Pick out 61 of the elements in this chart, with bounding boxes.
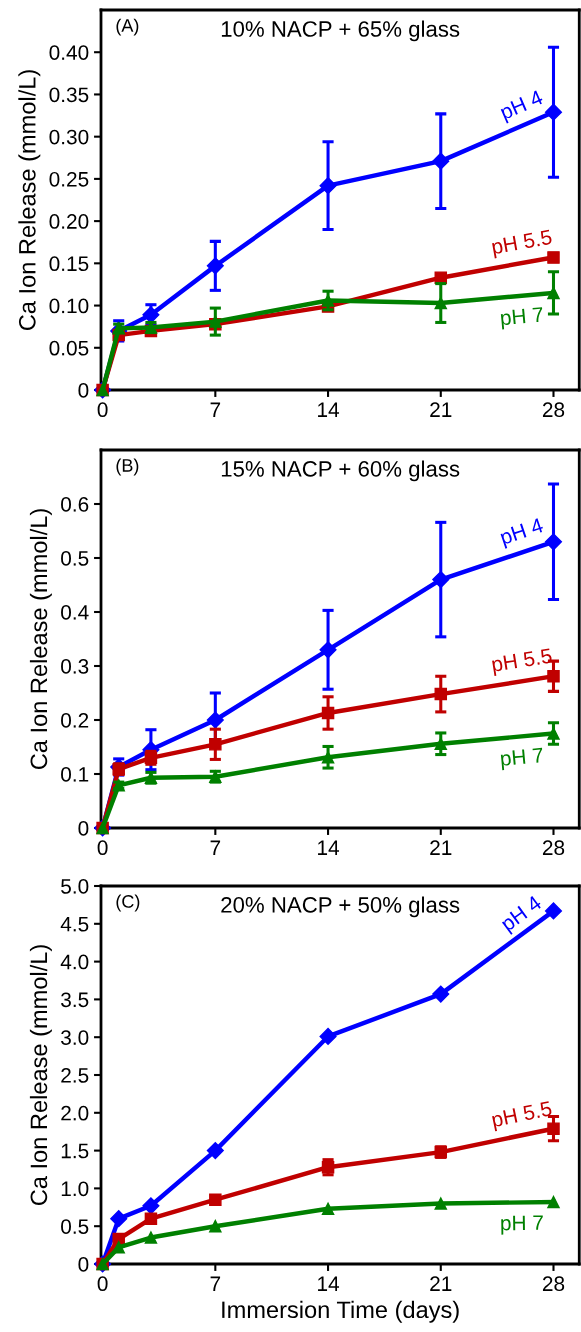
y-axis-title: Ca Ion Release (mmol/L) [29, 945, 52, 1206]
y-tick-label: 0.5 [61, 551, 89, 566]
y-tick-label: 1.5 [61, 1143, 89, 1159]
text: pH 4 [499, 517, 546, 549]
y-tick-label: 0.20 [49, 214, 89, 229]
y-tick-label: 0.1 [61, 767, 89, 782]
x-tick-label: 7 [210, 840, 221, 855]
y-tick-label: 0.2 [61, 713, 89, 728]
x-tick-label: 21 [430, 1276, 452, 1291]
x-tick-label: 0 [97, 840, 108, 856]
x-tick-label: 14 [318, 840, 340, 855]
x-tick-label: 21 [430, 402, 452, 417]
y-tick-label: 0.4 [61, 605, 89, 620]
y-tick-label: 4.5 [60, 917, 89, 932]
y-tick-label: 0.40 [49, 45, 89, 60]
x-tick-label: 0 [97, 1276, 108, 1292]
text: pH 5.5 [491, 1100, 554, 1132]
y-tick-label: 0.35 [49, 87, 89, 103]
y-tick-label: 0.3 [61, 659, 89, 674]
y-tick-label: 5.0 [61, 879, 89, 894]
text: pH 4 [500, 894, 545, 935]
y-tick-label: 0.15 [49, 256, 89, 272]
y-tick-label: 3.5 [61, 992, 89, 1008]
x-tick-label: 14 [318, 1276, 340, 1291]
y-tick-label: 4.0 [60, 954, 89, 970]
text: pH 7 [500, 307, 544, 330]
text: pH 4 [499, 89, 546, 124]
x-tick-label: 7 [210, 1276, 221, 1291]
y-tick-label: 0 [78, 1257, 89, 1272]
chart-title: 15% NACP + 60% glass [221, 460, 460, 482]
y-tick-label: 0.25 [49, 171, 89, 187]
text: pH 7 [500, 747, 544, 771]
chart-title: 20% NACP + 50% glass [221, 896, 460, 918]
x-tick-label: 28 [542, 840, 565, 856]
y-tick-label: 0.10 [49, 298, 89, 314]
y-axis-title: Ca Ion Release (mmol/L) [18, 70, 41, 331]
chart-title: 10% NACP + 65% glass [221, 20, 460, 42]
x-tick-label: 14 [318, 402, 340, 417]
y-tick-label: 0 [78, 821, 89, 836]
y-tick-label: 0.6 [61, 497, 89, 512]
y-tick-label: 0 [78, 383, 89, 398]
y-tick-label: 2.5 [61, 1068, 89, 1083]
y-tick-label: 0.05 [49, 340, 89, 356]
x-tick-label: 7 [210, 402, 221, 417]
x-tick-label: 21 [430, 840, 452, 855]
annotation: (B) [116, 458, 139, 476]
x-tick-label: 0 [97, 402, 108, 418]
annotation: (A) [116, 18, 139, 36]
y-tick-label: 1.0 [61, 1181, 89, 1197]
text: pH 5.5 [491, 229, 553, 259]
x-tick-label: 28 [542, 1276, 565, 1292]
y-axis-title: Ca Ion Release (mmol/L) [29, 509, 52, 770]
y-tick-label: 0.5 [61, 1219, 89, 1234]
y-tick-label: 2.0 [61, 1105, 89, 1121]
y-tick-label: 3.0 [61, 1030, 89, 1045]
series-label: pH 7 [501, 1215, 544, 1235]
x-tick-label: 28 [542, 402, 565, 418]
x-axis-title: Immersion Time (days) [222, 1300, 459, 1323]
annotation: (C) [116, 894, 140, 912]
text: pH 5.5 [491, 648, 553, 676]
y-tick-label: 0.30 [49, 129, 89, 145]
